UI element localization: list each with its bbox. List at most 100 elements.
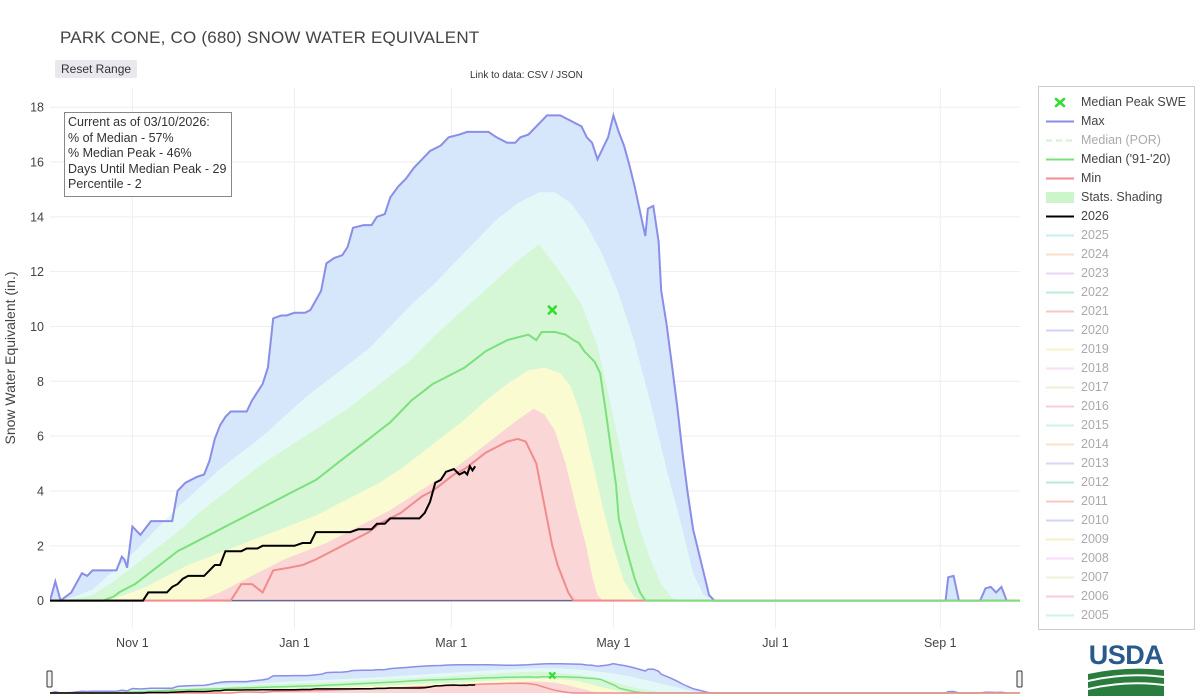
legend-label: 2019: [1081, 342, 1109, 356]
chart-canvas[interactable]: 0 2 4 6 8 10 12 14 16 18 Nov 1 Jan 1 Mar 1 May 1 Jul …: [0, 0, 1030, 700]
legend-label: 2020: [1081, 323, 1109, 337]
range-band-10th: [50, 681, 1020, 693]
legend-item[interactable]: 2011: [1039, 492, 1194, 511]
range-slider[interactable]: [46, 660, 1023, 695]
legend-symbol: [1046, 310, 1074, 313]
legend-symbol: [1046, 215, 1074, 218]
legend-label: Max: [1081, 114, 1105, 128]
legend-item[interactable]: 2010: [1039, 511, 1194, 530]
range-handle-right[interactable]: [1016, 670, 1023, 688]
legend-label: 2015: [1081, 418, 1109, 432]
legend-symbol: [1046, 424, 1074, 427]
legend-item[interactable]: Max: [1039, 112, 1194, 131]
legend-label: 2012: [1081, 475, 1109, 489]
legend-symbol: [1046, 272, 1074, 275]
range-median-line: [50, 676, 1020, 694]
legend-label: 2013: [1081, 456, 1109, 470]
legend-symbol: [1046, 595, 1074, 598]
data-link: Link to data: CSV / JSON: [470, 70, 583, 81]
legend-label: 2025: [1081, 228, 1109, 242]
legend-item[interactable]: 2007: [1039, 568, 1194, 587]
x-tick-label: May 1: [596, 636, 630, 650]
legend-label: 2022: [1081, 285, 1109, 299]
legend-item[interactable]: 2021: [1039, 302, 1194, 321]
legend-label: 2023: [1081, 266, 1109, 280]
legend-item[interactable]: 2020: [1039, 321, 1194, 340]
range-handle-left[interactable]: [46, 670, 53, 688]
legend-symbol: [1046, 500, 1074, 503]
legend-item[interactable]: 2009: [1039, 530, 1194, 549]
y-tick-label: 4: [37, 484, 44, 498]
stats-pct-median: % of Median - 57%: [68, 130, 174, 145]
legend-item[interactable]: 2008: [1039, 549, 1194, 568]
x-tick-label: Jul 1: [762, 636, 788, 650]
legend-item[interactable]: 2025: [1039, 226, 1194, 245]
legend-label: 2011: [1081, 494, 1108, 508]
stats-current-date: Current as of 03/10/2026:: [68, 115, 210, 129]
y-tick-label: 2: [37, 539, 44, 553]
legend-label: 2010: [1081, 513, 1109, 527]
legend-item[interactable]: 2023: [1039, 264, 1194, 283]
max-line: [50, 111, 1008, 603]
stats-percentile: Percentile - 2: [68, 177, 142, 191]
median-line: [50, 331, 1020, 602]
y-tick-label: 8: [37, 375, 44, 389]
legend-item[interactable]: 2024: [1039, 245, 1194, 264]
legend-symbol: [1046, 557, 1074, 560]
x-tick-label: Mar 1: [435, 636, 467, 650]
y-tick-label: 10: [30, 320, 44, 334]
x-tick-label: Sep 1: [924, 636, 957, 650]
csv-link[interactable]: CSV: [527, 70, 548, 81]
legend-item[interactable]: 2014: [1039, 435, 1194, 454]
range-slider-preview: [50, 662, 1020, 694]
legend-item[interactable]: Median ('91-'20): [1039, 150, 1194, 169]
legend-item[interactable]: 2016: [1039, 397, 1194, 416]
legend-symbol: [1046, 481, 1074, 484]
legend-label: 2026: [1081, 209, 1109, 223]
legend-item[interactable]: 2019: [1039, 340, 1194, 359]
legend-label: 2021: [1081, 304, 1109, 318]
min-line: [50, 437, 1020, 602]
legend-item[interactable]: 2015: [1039, 416, 1194, 435]
legend-item[interactable]: 2012: [1039, 473, 1194, 492]
json-link[interactable]: JSON: [556, 70, 583, 81]
legend-symbol: [1046, 462, 1074, 465]
legend-item[interactable]: 2005: [1039, 606, 1194, 625]
y-tick-label: 14: [30, 210, 44, 224]
stats-days-until-peak: Days Until Median Peak - 29: [68, 161, 227, 176]
y-tick-label: 18: [30, 101, 44, 115]
legend-label: 2006: [1081, 589, 1109, 603]
legend-item[interactable]: Median (POR): [1039, 131, 1194, 150]
median-peak-marker: [547, 305, 558, 315]
range-max-line: [50, 662, 1007, 694]
legend-item[interactable]: 2022: [1039, 283, 1194, 302]
chart-title: PARK CONE, CO (680) SNOW WATER EQUIVALEN…: [60, 28, 480, 47]
legend-symbol: [1046, 348, 1074, 351]
range-min-line: [50, 682, 1020, 694]
legend-item[interactable]: Min: [1039, 169, 1194, 188]
series-lines: [50, 111, 1020, 603]
legend-symbol: [1046, 177, 1074, 180]
legend-item[interactable]: Median Peak SWE: [1039, 93, 1194, 112]
stats-shading: [50, 115, 1020, 601]
legend-item[interactable]: 2018: [1039, 359, 1194, 378]
legend-label: 2018: [1081, 361, 1109, 375]
range-peak-marker: [548, 671, 557, 680]
legend-symbol: [1046, 443, 1074, 446]
legend-item[interactable]: 2026: [1039, 207, 1194, 226]
legend-label: 2007: [1081, 570, 1109, 584]
legend-item[interactable]: Stats. Shading: [1039, 188, 1194, 207]
data-link-sep: /: [547, 70, 557, 81]
data-link-prefix: Link to data:: [470, 70, 528, 81]
reset-range-button[interactable]: Reset Range: [55, 60, 138, 78]
legend-symbol: [1054, 97, 1066, 108]
stats-box: Current as of 03/10/2026: % of Median - …: [64, 112, 233, 197]
y-tick-label: 12: [30, 265, 44, 279]
legend-item[interactable]: 2013: [1039, 454, 1194, 473]
legend-label: 2014: [1081, 437, 1109, 451]
legend-item[interactable]: 2017: [1039, 378, 1194, 397]
y-tick-label: 0: [37, 594, 44, 608]
usda-logo: USDA: [1088, 640, 1164, 696]
legend-symbol: [1046, 538, 1074, 541]
legend-item[interactable]: 2006: [1039, 587, 1194, 606]
